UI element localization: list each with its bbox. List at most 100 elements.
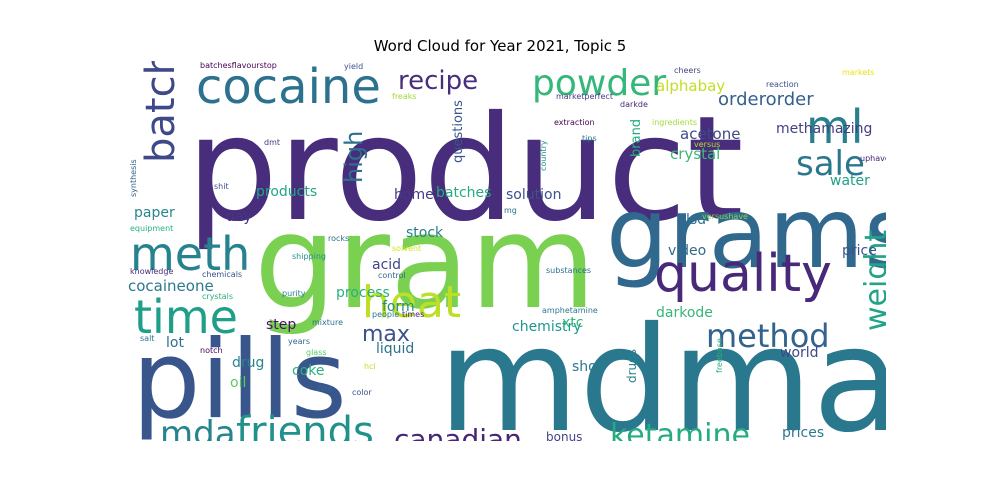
word-extraction: extraction (554, 118, 595, 127)
word-heat: heat (362, 277, 461, 328)
word-mdma: mdma (438, 296, 886, 441)
word-glass: glass (306, 348, 327, 357)
word-batches: batches (436, 185, 491, 201)
word-shot: shot (572, 359, 603, 375)
word-liquid: liquid (376, 341, 414, 357)
word-quality: quality (654, 244, 832, 304)
word-marketperfect: marketperfect (556, 92, 613, 101)
word-cloud: product mdma gram pills grams quality cocaine m… (126, 61, 886, 441)
word-yield: yield (344, 62, 363, 71)
word-coke: coke (292, 363, 324, 379)
word-acid: acid (372, 257, 401, 273)
word-itwe: itwe (316, 384, 333, 393)
word-stock: stock (406, 225, 444, 241)
word-rocks: rocks (328, 234, 349, 243)
word-mda: mda (160, 414, 236, 441)
word-markets: markets (842, 68, 875, 77)
word-crystal: crystal (670, 145, 720, 163)
word-orderorder: orderorder (718, 89, 814, 110)
word-purity: purity (282, 289, 306, 298)
word-sale: sale (796, 144, 865, 184)
word-versus: versus (694, 140, 720, 149)
word-solution: solution (506, 187, 561, 203)
word-cheers: cheers (674, 66, 701, 75)
word-video: video (668, 243, 706, 259)
word-weight: weight (859, 230, 886, 331)
word-amphetamine: amphetamine (542, 306, 598, 315)
word-times: times (402, 310, 424, 319)
word-alphabay: alphabay (656, 77, 725, 95)
word-questions: questions (451, 100, 466, 163)
word-uphave: uphave (860, 154, 886, 163)
word-time: time (134, 290, 238, 344)
word-gram: gram (254, 186, 596, 338)
word-notch: notch (200, 346, 223, 355)
word-max: max (362, 322, 410, 347)
word-friends: friends (236, 409, 374, 441)
word-paper: paper (134, 205, 175, 221)
word-shipping: shipping (292, 252, 326, 261)
word-products: products (256, 184, 317, 200)
word-substances: substances (546, 266, 591, 275)
word-batchesflavourstop: batchesflavourstop (200, 61, 277, 70)
word-brand: brand (629, 119, 644, 157)
word-method: method (706, 317, 830, 355)
word-freebase: freebase (715, 338, 724, 373)
chart-title: Word Cloud for Year 2021, Topic 5 (373, 37, 627, 55)
word-chemicals: chemicals (202, 270, 242, 279)
word-freaks: freaks (392, 92, 417, 101)
word-cocaineone: cocaineone (128, 277, 214, 295)
word-acetone: acetone (680, 125, 740, 143)
word-country: country (539, 140, 548, 171)
word-pills: pills (132, 318, 347, 441)
word-color: color (352, 388, 372, 397)
word-mg: mg (504, 206, 517, 215)
word-water: water (830, 173, 870, 189)
word-oil: oil (230, 375, 246, 391)
word-high: high (340, 131, 368, 183)
word-chemistry: chemistry (512, 319, 582, 335)
word-lot: lot (166, 335, 184, 351)
word-darkde: darkde (620, 100, 648, 109)
word-drug: drug (232, 355, 264, 371)
word-crystals: crystals (202, 292, 233, 301)
word-product: product (186, 85, 744, 254)
word-lsd: lsd (686, 212, 706, 228)
word-ml: ml (806, 100, 864, 154)
word-xtc: xtc (562, 315, 583, 331)
word-recipe: recipe (398, 66, 478, 96)
word-day: day (226, 209, 252, 225)
word-meth: meth (130, 227, 250, 281)
word-step: step (266, 317, 296, 333)
word-control: control (378, 271, 406, 280)
word-form: form (382, 299, 415, 315)
word-reaction: reaction (766, 80, 799, 89)
word-methamazing: methamazing (776, 121, 872, 137)
word-darkode: darkode (656, 305, 713, 321)
word-solvent: solvent (392, 244, 421, 253)
word-canadian: canadian (394, 423, 522, 441)
word-mixture: mixture (312, 318, 343, 327)
word-price: price (842, 243, 877, 259)
word-dmt: dmt (264, 138, 280, 147)
word-grams: grams (606, 177, 886, 291)
word-versushave: versushave (702, 212, 748, 221)
word-people: people (372, 310, 399, 319)
word-drugs: drugs (625, 349, 639, 383)
word-powder: powder (532, 63, 666, 104)
word-world: world (780, 345, 819, 361)
word-shit: shit (214, 182, 229, 191)
word-hcl: hcl (364, 362, 376, 371)
word-salt: salt (140, 334, 154, 343)
word-home: home (394, 187, 434, 203)
word-batch: batch (138, 61, 184, 163)
word-years: years (288, 337, 310, 346)
word-equipment: equipment (130, 224, 173, 233)
word-ketamine: ketamine (610, 418, 750, 441)
word-knowledge: knowledge (130, 267, 173, 276)
word-prices: prices (782, 425, 824, 441)
word-cocaine: cocaine (196, 61, 381, 115)
word-ingredients: ingredients (652, 118, 697, 127)
word-tips: tips (582, 134, 597, 143)
